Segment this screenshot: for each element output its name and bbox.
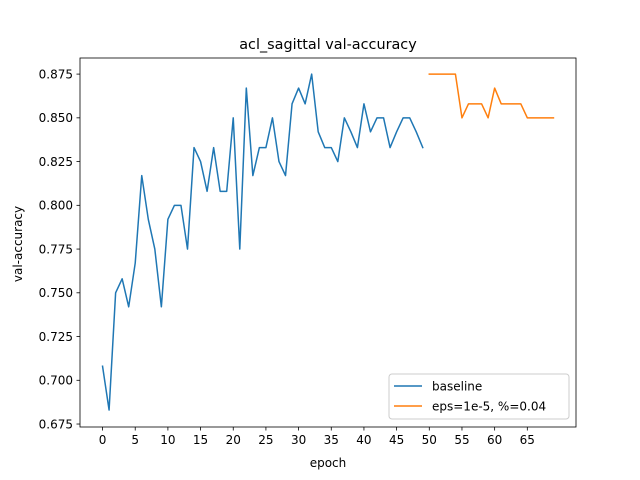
y-axis-label: val-accuracy [11, 206, 25, 282]
series-line-baseline [101, 73, 424, 411]
x-tick-label: 65 [520, 433, 535, 447]
x-tick-label: 55 [454, 433, 469, 447]
x-tick-label: 45 [389, 433, 404, 447]
y-tick-label: 0.800 [39, 199, 73, 213]
plot-area: 0 5 10 15 20 25 30 35 40 45 50 55 60 65 0.675 0.700 0.72… [39, 57, 577, 447]
y-tick-label: 0.700 [39, 374, 73, 388]
y-tick-label: 0.825 [39, 155, 73, 169]
y-tick-label: 0.750 [39, 286, 73, 300]
y-tick-label: 0.725 [39, 330, 73, 344]
y-tick-label: 0.675 [39, 417, 73, 431]
chart-title: acl_sagittal val-accuracy [239, 37, 417, 53]
y-tick-label: 0.775 [39, 242, 73, 256]
axes-frame [79, 57, 577, 428]
x-tick-label: 40 [356, 433, 371, 447]
x-tick-label: 15 [193, 433, 208, 447]
series-line-eps [428, 73, 555, 119]
legend-box [388, 373, 570, 420]
x-tick-label: 35 [324, 433, 339, 447]
x-axis-label: epoch [310, 456, 347, 470]
x-tick-label: 0 [99, 433, 107, 447]
x-tick-label: 5 [131, 433, 139, 447]
x-tick-label: 50 [422, 433, 437, 447]
x-tick-label: 30 [291, 433, 306, 447]
legend: baseline eps=1e-5, %=0.04 [388, 373, 570, 420]
legend-label: baseline [432, 379, 482, 393]
x-tick-label: 20 [226, 433, 241, 447]
x-tick-label: 60 [487, 433, 502, 447]
x-tick-label: 25 [258, 433, 273, 447]
y-tick-label: 0.875 [39, 67, 73, 81]
x-tick-label: 10 [160, 433, 175, 447]
y-tick-label: 0.850 [39, 111, 73, 125]
legend-label: eps=1e-5, %=0.04 [432, 399, 546, 413]
